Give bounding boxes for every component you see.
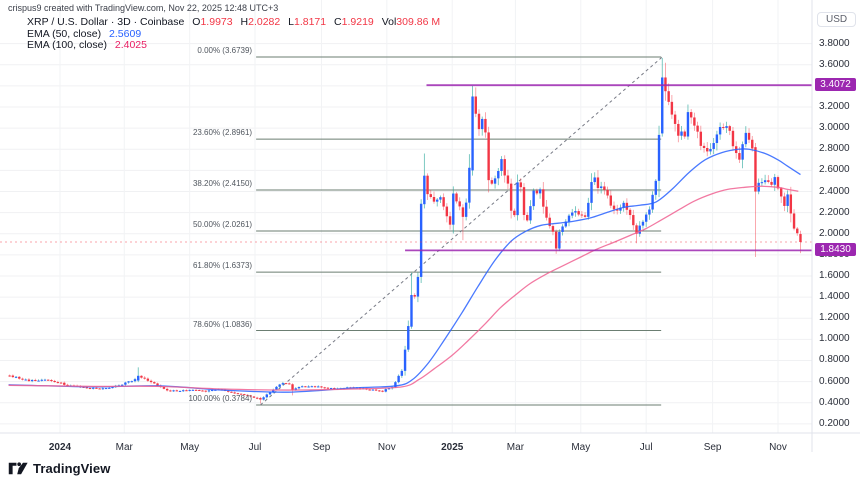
y-axis-label: 2.4000 xyxy=(819,185,850,197)
y-axis-label: 1.0000 xyxy=(819,333,850,345)
y-axis-label: 3.8000 xyxy=(819,37,850,49)
x-axis-label: 2024 xyxy=(48,442,72,453)
ohlc-low: L1.8171 xyxy=(288,16,327,28)
symbol-legend-row[interactable]: XRP / U.S. Dollar · 3D · Coinbase O1.997… xyxy=(27,16,441,29)
x-axis-label: Sep xyxy=(312,442,331,453)
x-axis-label: Mar xyxy=(506,442,525,453)
x-axis-label: Jul xyxy=(248,442,262,453)
x-axis-label: Nov xyxy=(377,442,396,453)
ema100-label: EMA (100, close) xyxy=(27,39,107,51)
symbol-title: XRP / U.S. Dollar · 3D · Coinbase xyxy=(27,16,185,28)
attribution-text: crispus9 created with TradingView.com, N… xyxy=(8,3,279,13)
grid-layer xyxy=(0,0,812,433)
fib-level-label: 78.60% (1.0836) xyxy=(192,319,253,329)
ema50-value: 2.5609 xyxy=(109,27,142,40)
ohlc-open: O1.9973 xyxy=(192,16,233,28)
tradingview-logo-text: TradingView xyxy=(33,461,111,476)
time-axis[interactable]: 2024 Mar May Jul Sep Nov 2025 Mar May Jul Sep Nov xyxy=(0,433,812,459)
fib-level-label: 38.20% (2.4150) xyxy=(192,178,253,188)
price-axis[interactable]: USD 3.80003.60003.40003.20003.00002.8000… xyxy=(812,0,860,452)
trendline[interactable] xyxy=(260,56,663,406)
y-axis-label: 3.6000 xyxy=(819,58,850,70)
y-axis-label: 2.6000 xyxy=(819,164,850,176)
ema50-line[interactable] xyxy=(8,148,801,393)
y-axis-label: 0.2000 xyxy=(819,417,850,429)
fib-level-label: 50.00% (2.0261) xyxy=(192,220,253,229)
y-axis-label: 1.2000 xyxy=(819,312,850,324)
indicator-legend-ema100[interactable]: EMA (100, close) 2.4025 xyxy=(27,39,440,52)
y-axis-label: 0.4000 xyxy=(819,396,850,408)
x-axis-label: May xyxy=(180,442,200,453)
ohlc-close: C1.9219 xyxy=(334,16,374,28)
y-axis-label: 2.8000 xyxy=(819,143,850,155)
y-axis-label: 1.6000 xyxy=(819,270,850,281)
fib-retracement-layer xyxy=(256,56,662,406)
y-axis-label: 3.2000 xyxy=(819,101,850,113)
price-line-badge: 3.4072 xyxy=(815,78,856,92)
indicator-legend-ema50[interactable]: EMA (50, close) 2.5609 xyxy=(27,27,440,41)
x-axis-label: May xyxy=(571,442,591,453)
fib-level-label: 0.00% (3.6739) xyxy=(197,46,253,55)
fib-level-label: 23.60% (2.8961) xyxy=(192,128,253,138)
y-axis-label: 0.6000 xyxy=(819,375,850,387)
x-axis-label: Mar xyxy=(115,442,133,453)
x-axis-label: Jul xyxy=(639,442,653,453)
currency-button[interactable]: USD xyxy=(817,12,857,27)
price-line-badge: 1.8430 xyxy=(815,243,856,257)
x-axis-label: Nov xyxy=(769,442,787,453)
y-axis-label: 2.0000 xyxy=(819,227,850,239)
fib-level-label: 61.80% (1.6373) xyxy=(192,261,253,271)
tradingview-logo-icon xyxy=(8,462,28,475)
chart-legend: XRP / U.S. Dollar · 3D · Coinbase O1.997… xyxy=(27,16,441,52)
ohlc-volume: Vol309.86 M xyxy=(381,16,441,28)
ohlc-high: H2.0282 xyxy=(240,16,281,28)
y-axis-label: 0.8000 xyxy=(819,354,850,366)
y-axis-label: 1.4000 xyxy=(819,291,850,303)
ema50-label: EMA (50, close) xyxy=(27,27,102,40)
x-axis-label: Sep xyxy=(703,442,722,453)
x-axis-label: 2025 xyxy=(441,442,464,453)
ema100-value: 2.4025 xyxy=(114,39,147,51)
fib-level-label: 100.00% (0.3784) xyxy=(188,394,253,403)
ema100-line[interactable] xyxy=(8,185,799,391)
y-axis-label: 3.0000 xyxy=(819,122,850,134)
y-axis-label: 2.2000 xyxy=(819,206,850,218)
tradingview-logo[interactable]: TradingView xyxy=(8,461,110,476)
